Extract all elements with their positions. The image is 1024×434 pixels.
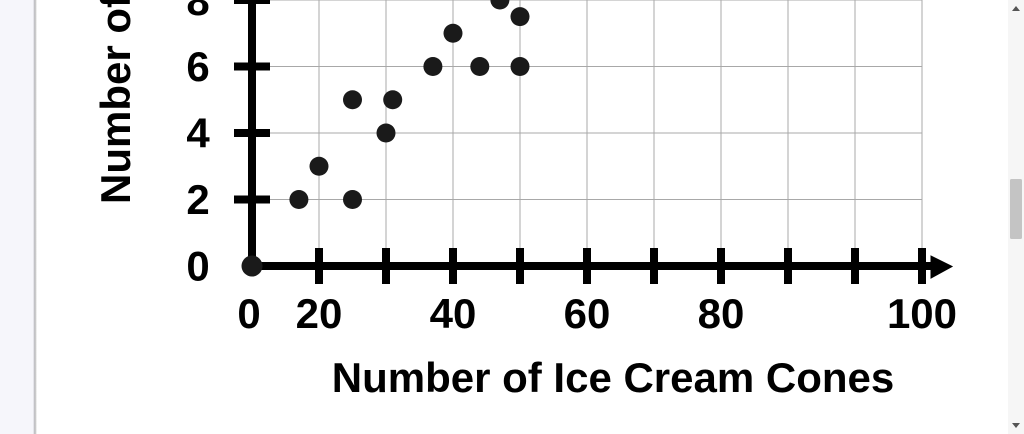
svg-text:2: 2 [186, 176, 209, 223]
svg-text:40: 40 [430, 290, 477, 337]
svg-text:80: 80 [698, 290, 745, 337]
svg-text:0: 0 [237, 290, 260, 337]
svg-text:4: 4 [186, 110, 210, 157]
svg-text:6: 6 [186, 43, 209, 90]
svg-text:8: 8 [186, 0, 209, 24]
svg-text:60: 60 [564, 290, 611, 337]
svg-text:0: 0 [186, 243, 209, 290]
svg-text:20: 20 [296, 290, 343, 337]
svg-text:Number of: Number of [92, 0, 139, 204]
svg-text:100: 100 [887, 290, 957, 337]
svg-text:Number of Ice Cream Cones: Number of Ice Cream Cones [332, 354, 895, 401]
